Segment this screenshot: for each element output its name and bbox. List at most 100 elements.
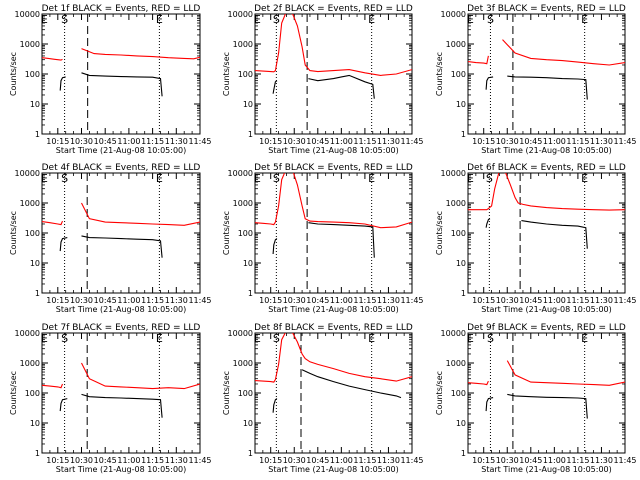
interval-label: E <box>41 172 48 185</box>
x-axis-label: Start Time (21-Aug-08 10:05:00) <box>481 465 612 474</box>
interval-label: E <box>156 13 163 26</box>
panel-det-7: Det 7f BLACK = Events, RED = LLD 1 10 100 10… <box>9 323 212 474</box>
y-axis-label: Counts/sec <box>9 211 18 255</box>
series-line-red <box>468 360 625 386</box>
series-line-red <box>42 202 200 226</box>
x-tick-label: 11:30 <box>377 296 400 305</box>
y-axis-label: Counts/sec <box>435 211 444 255</box>
x-tick-label: 10:30 <box>70 296 93 305</box>
y-tick-label: 1 <box>461 130 466 139</box>
interval-label: S <box>486 172 493 185</box>
interval-label: E <box>156 332 163 345</box>
y-tick-label: 100 <box>451 389 466 398</box>
x-axis-label: Start Time (21-Aug-08 10:05:00) <box>56 305 187 314</box>
y-axis-label: Counts/sec <box>9 371 18 415</box>
x-tick-label: 11:00 <box>330 456 353 465</box>
x-tick-label: 10:30 <box>496 456 519 465</box>
panel-det-2: Det 2f BLACK = Events, RED = LLD 1 10 100 10… <box>222 4 424 155</box>
interval-label: S <box>61 13 68 26</box>
x-axis-label: Start Time (21-Aug-08 10:05:00) <box>268 146 399 155</box>
y-tick-label: 1000 <box>233 40 253 49</box>
x-tick-label: 10:15 <box>46 137 69 146</box>
x-tick-label: 10:45 <box>306 456 329 465</box>
y-tick-label: 1 <box>248 449 253 458</box>
x-tick-label: 11:00 <box>117 296 140 305</box>
x-tick-label: 10:45 <box>306 296 329 305</box>
y-axis-label: Counts/sec <box>222 52 231 96</box>
x-tick-label: 11:15 <box>141 296 164 305</box>
panel-title: Det 7f BLACK = Events, RED = LLD <box>42 323 201 333</box>
y-axis-label: Counts/sec <box>435 371 444 415</box>
x-tick-label: 10:30 <box>496 296 519 305</box>
y-tick-label: 10 <box>30 100 40 109</box>
x-tick-label: 11:30 <box>590 296 613 305</box>
x-tick-label: 11:30 <box>377 456 400 465</box>
y-tick-label: 10000 <box>228 10 253 19</box>
x-axis-label: Start Time (21-Aug-08 10:05:00) <box>481 305 612 314</box>
y-tick-label: 100 <box>25 389 40 398</box>
y-tick-label: 1000 <box>20 359 40 368</box>
x-tick-label: 11:45 <box>613 456 636 465</box>
x-tick-label: 10:45 <box>519 456 542 465</box>
plot-frame <box>467 332 626 454</box>
x-tick-label: 11:15 <box>141 137 164 146</box>
y-tick-label: 10 <box>456 259 466 268</box>
series-line-red <box>255 173 412 229</box>
x-tick-label: 11:15 <box>353 137 376 146</box>
y-tick-label: 10 <box>456 100 466 109</box>
plot-frame <box>41 332 201 454</box>
y-tick-label: 1000 <box>233 359 253 368</box>
interval-label: E <box>254 332 261 345</box>
series-line-red <box>255 333 412 383</box>
x-tick-label: 10:30 <box>283 137 306 146</box>
y-tick-label: 1 <box>248 289 253 298</box>
series-line-black <box>485 393 588 419</box>
x-tick-label: 11:30 <box>590 137 613 146</box>
x-tick-label: 10:30 <box>70 456 93 465</box>
panel-det-9: Det 9f BLACK = Events, RED = LLD 1 10 100 10… <box>435 323 637 474</box>
x-tick-label: 10:15 <box>259 296 282 305</box>
y-tick-label: 10 <box>30 419 40 428</box>
panel-title: Det 5f BLACK = Events, RED = LLD <box>254 163 413 173</box>
x-tick-label: 10:15 <box>472 456 495 465</box>
x-tick-label: 11:00 <box>330 296 353 305</box>
x-tick-label: 10:15 <box>46 456 69 465</box>
panel-title: Det 2f BLACK = Events, RED = LLD <box>254 4 413 14</box>
x-tick-label: 11:30 <box>590 456 613 465</box>
panel-det-8: Det 8f BLACK = Events, RED = LLD 1 10 100 10… <box>222 323 424 474</box>
interval-label: S <box>273 172 280 185</box>
series-line-black <box>272 369 402 413</box>
y-tick-label: 10000 <box>15 10 40 19</box>
panel-det-5: Det 5f BLACK = Events, RED = LLD 1 10 100 10… <box>222 163 424 314</box>
x-tick-label: 10:15 <box>472 296 495 305</box>
interval-label: S <box>487 332 494 345</box>
x-tick-label: 10:15 <box>259 137 282 146</box>
x-axis-label: Start Time (21-Aug-08 10:05:00) <box>56 465 187 474</box>
y-tick-label: 1000 <box>20 40 40 49</box>
interval-label: E <box>254 172 261 185</box>
x-axis-label: Start Time (21-Aug-08 10:05:00) <box>56 146 187 155</box>
interval-label: E <box>467 13 474 26</box>
panel-title: Det 6f BLACK = Events, RED = LLD <box>467 163 626 173</box>
y-tick-label: 100 <box>451 229 466 238</box>
x-tick-label: 11:15 <box>141 456 164 465</box>
y-tick-label: 10000 <box>228 169 253 178</box>
x-tick-label: 10:45 <box>306 137 329 146</box>
plot-frame <box>467 172 626 294</box>
y-tick-label: 10 <box>456 419 466 428</box>
x-tick-label: 10:15 <box>472 137 495 146</box>
x-tick-label: 11:15 <box>566 296 589 305</box>
x-tick-label: 10:30 <box>283 456 306 465</box>
y-tick-label: 1 <box>461 449 466 458</box>
series-line-black <box>485 75 588 100</box>
panel-title: Det 9f BLACK = Events, RED = LLD <box>467 323 626 333</box>
y-tick-label: 10 <box>243 259 253 268</box>
series-line-red <box>42 48 200 61</box>
series-line-black <box>272 222 375 258</box>
x-tick-label: 11:45 <box>400 137 423 146</box>
y-tick-label: 10 <box>243 419 253 428</box>
x-tick-label: 11:00 <box>543 296 566 305</box>
y-tick-label: 10 <box>243 100 253 109</box>
x-tick-label: 11:45 <box>400 296 423 305</box>
